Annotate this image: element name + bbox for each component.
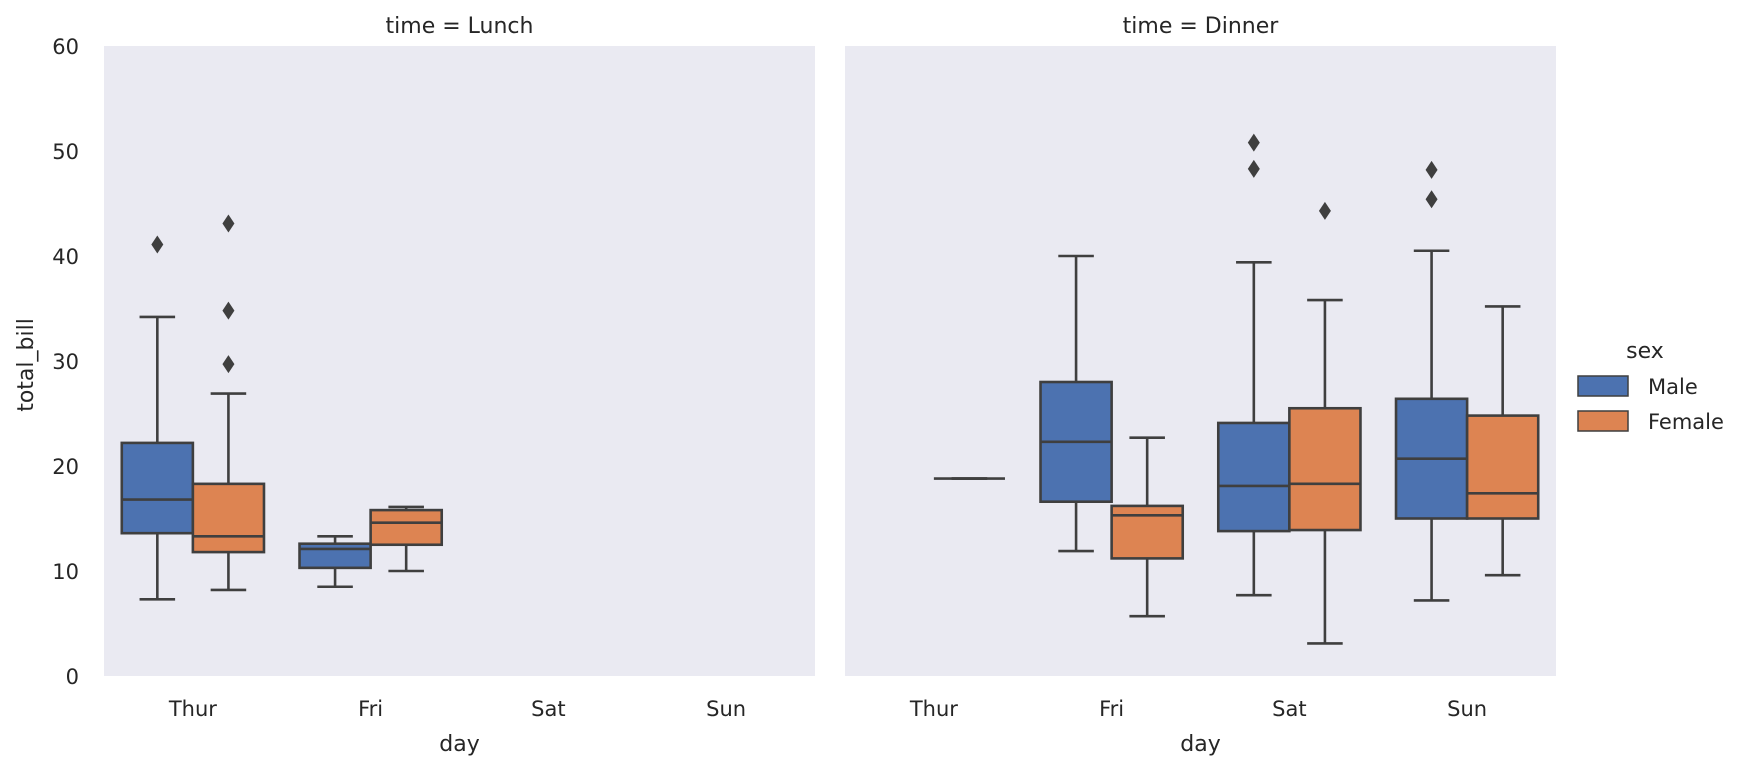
box-female-fri [1110, 436, 1185, 618]
box-male-sat [1216, 133, 1291, 597]
legend-swatch [1577, 410, 1629, 432]
legend: sex Male Female [1577, 339, 1724, 434]
legend-title: sex [1626, 339, 1664, 364]
outlier-point [1318, 201, 1331, 220]
plot-area [104, 46, 815, 676]
y-tick-label: 20 [52, 455, 79, 479]
box-female-sat [1288, 201, 1362, 645]
legend-label: Female [1648, 410, 1724, 434]
y-axis: 0 10 20 30 40 50 60 [52, 35, 79, 689]
panel-title: time = Dinner [1123, 14, 1280, 39]
box-body [298, 542, 372, 570]
y-tick-label: 50 [52, 140, 79, 164]
x-tick-label: Sun [706, 697, 746, 721]
box-male-fri [298, 535, 372, 589]
x-tick-label: Fri [1099, 697, 1124, 721]
box-male-thur [120, 235, 195, 601]
plot-area [845, 46, 1556, 676]
outlier-point [1247, 133, 1260, 152]
x-axis-label: day [1180, 732, 1220, 757]
panel-title: time = Lunch [386, 14, 534, 39]
x-tick-label: Fri [358, 697, 383, 721]
y-axis-label: total_bill [14, 318, 39, 412]
y-tick-label: 30 [52, 350, 79, 374]
box-body [1110, 504, 1185, 560]
box-body [1288, 406, 1362, 532]
outlier-point [151, 235, 164, 254]
panel-lunch: time = Lunch Thur Fri Sat Sun day [104, 14, 815, 757]
outlier-point [222, 355, 235, 374]
box-female-sun [1465, 305, 1540, 577]
box-body [1216, 421, 1291, 533]
outlier-point [1425, 160, 1438, 179]
box-body [1465, 414, 1540, 520]
box-body [120, 441, 195, 535]
legend-item-female: Female [1577, 410, 1724, 434]
y-tick-label: 40 [52, 245, 79, 269]
outlier-point [222, 301, 235, 320]
box-male-fri [1039, 254, 1113, 553]
box-male-sun [1394, 160, 1469, 602]
x-tick-label: Sat [531, 697, 565, 721]
outlier-point [222, 214, 235, 233]
outlier-point [1425, 190, 1438, 209]
y-tick-label: 10 [52, 560, 79, 584]
box-body [191, 482, 266, 554]
x-tick-label: Thur [168, 697, 217, 721]
x-tick-label: Sun [1447, 697, 1487, 721]
x-axis-label: day [439, 732, 479, 757]
x-tick-label: Sat [1272, 697, 1306, 721]
legend-label: Male [1648, 375, 1698, 399]
box-female-thur [191, 214, 266, 592]
legend-swatch [1577, 375, 1629, 397]
box-female-fri [369, 505, 444, 573]
y-tick-label: 60 [52, 35, 79, 59]
y-tick-label: 0 [66, 665, 79, 689]
x-tick-label: Thur [909, 697, 958, 721]
outlier-point [1247, 159, 1260, 178]
legend-item-male: Male [1577, 375, 1698, 399]
box-body [369, 508, 444, 547]
panel-dinner: time = Dinner Thur Fri Sat Sun day [845, 14, 1556, 757]
